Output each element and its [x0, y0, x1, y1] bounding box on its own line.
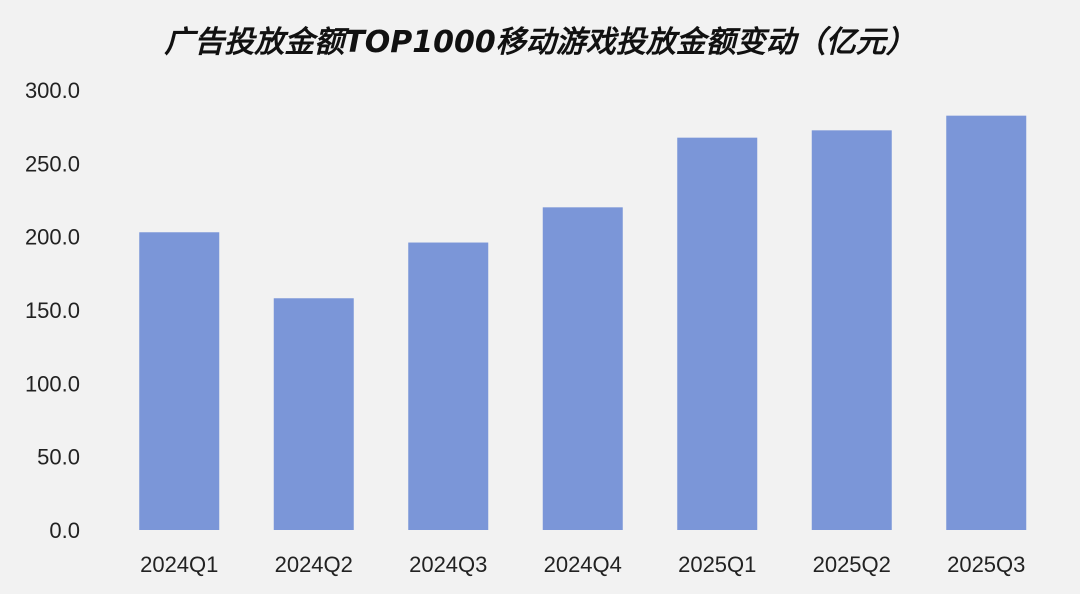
bar-2025q2: [811, 130, 892, 531]
x-tick-label: 2025Q1: [678, 552, 756, 577]
y-tick-label: 250.0: [25, 151, 80, 176]
bar-2025q1: [677, 137, 758, 530]
bar-2024q3: [408, 242, 489, 531]
y-tick-label: 300.0: [25, 78, 80, 103]
x-tick-label: 2024Q2: [275, 552, 353, 577]
bars: [139, 115, 1027, 531]
x-tick-label: 2024Q4: [544, 552, 622, 577]
chart-title: 广告投放金额TOP1000移动游戏投放金额变动（亿元）: [164, 25, 915, 60]
bar-2025q3: [946, 115, 1027, 531]
bar-2024q2: [273, 298, 354, 530]
x-tick-label: 2024Q1: [140, 552, 218, 577]
x-tick-label: 2024Q3: [409, 552, 487, 577]
x-tick-label: 2025Q2: [813, 552, 891, 577]
bar-2024q4: [542, 207, 623, 531]
y-tick-label: 0.0: [49, 518, 80, 543]
y-tick-label: 150.0: [25, 298, 80, 323]
x-tick-label: 2025Q3: [947, 552, 1025, 577]
y-tick-label: 50.0: [37, 445, 80, 470]
x-axis: 2024Q1 2024Q2 2024Q3 2024Q4 2025Q1 2025Q2 2025…: [140, 552, 1025, 577]
y-tick-label: 200.0: [25, 225, 80, 250]
y-axis: 0.0 50.0 100.0 150.0 200.0 250.0 300.0: [25, 78, 80, 543]
y-tick-label: 100.0: [25, 371, 80, 396]
bar-2024q1: [139, 232, 220, 530]
